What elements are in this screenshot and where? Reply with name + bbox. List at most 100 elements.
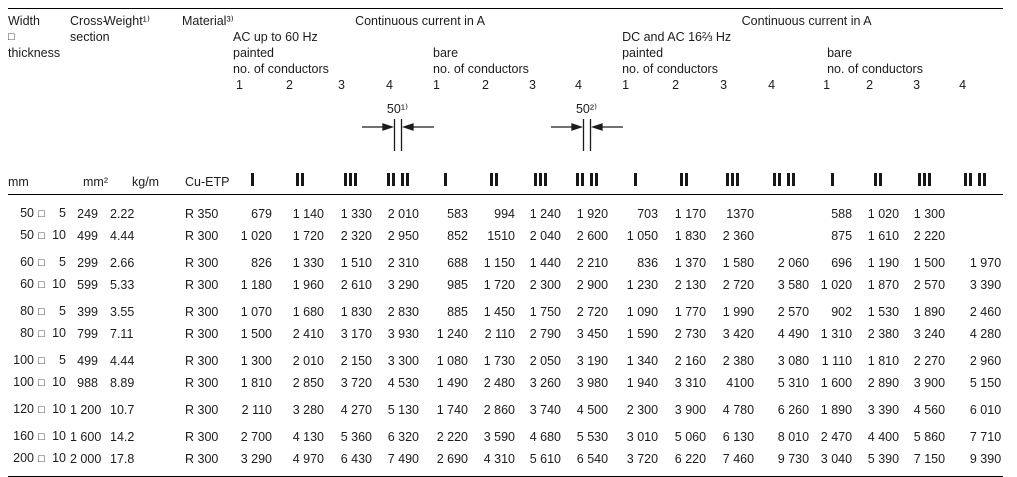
current-cell: 1 810	[867, 353, 900, 368]
conductor-bar	[735, 173, 739, 186]
current-cell: 3 720	[626, 451, 659, 466]
current-cell: 1 720	[483, 277, 515, 292]
conductor-bar	[538, 173, 542, 186]
cross-section-cell: 599	[77, 277, 98, 292]
current-cell: 688	[447, 255, 468, 270]
dc-group-title: Continuous current in A	[741, 14, 872, 28]
current-cell: 1 080	[436, 353, 468, 368]
current-cell: 2 300	[626, 402, 659, 417]
dimension-arrows-icon	[550, 119, 623, 151]
current-cell: 2 570	[913, 277, 946, 292]
weight-cell: 5.33	[110, 277, 135, 292]
current-cell: 1 720	[292, 228, 324, 243]
current-cell: 2 720	[576, 304, 609, 319]
current-cell: 3 740	[529, 402, 561, 417]
conductor-count-cell	[230, 151, 274, 195]
current-cell: 2 860	[483, 402, 515, 417]
table-row: 80 □ 10 799 7.11 R 300 1 500 2 410 3 170 3 930 1 2…	[8, 323, 1003, 345]
current-cell: 1 450	[483, 304, 515, 319]
current-cell: 6 540	[576, 451, 609, 466]
cross-section-cell: 1 200	[70, 402, 102, 417]
unit-mm: mm	[8, 151, 70, 195]
conductors-1-icon	[250, 173, 254, 186]
weight-cell: 3.55	[110, 304, 135, 319]
current-cell: 1 240	[436, 326, 468, 341]
current-cell: 5 150	[969, 375, 1002, 390]
size-cell: 100 □ 5	[8, 350, 70, 372]
current-cell: 4 130	[292, 429, 324, 444]
ac-bare-label: bare	[433, 46, 459, 60]
material-cell: R 350	[185, 206, 219, 221]
current-cell: 1 680	[292, 304, 324, 319]
conductor-bar	[978, 173, 982, 186]
conductors-2-icon	[680, 173, 689, 186]
current-cell: 2 470	[820, 429, 853, 444]
current-cell: 6 010	[969, 402, 1002, 417]
conductor-count-cell	[708, 151, 757, 195]
current-cell: 1 150	[483, 255, 515, 270]
current-cell: 9 730	[777, 451, 810, 466]
times-symbol: □	[38, 404, 45, 416]
col-ac-bare-4: 4	[575, 78, 582, 92]
conductor-count-cell	[947, 151, 1004, 195]
size-cell: 80 □ 5	[8, 301, 70, 323]
current-cell: 3 310	[674, 375, 707, 390]
weight-cell: 14.2	[110, 429, 135, 444]
current-cell: 1 300	[913, 206, 946, 221]
current-cell: 1 500	[240, 326, 272, 341]
conductor-bar	[343, 173, 347, 186]
weight-cell: 8.89	[110, 375, 135, 390]
current-cell: 2 700	[240, 429, 272, 444]
current-cell: 1 180	[240, 277, 272, 292]
current-cell: 1 370	[674, 255, 707, 270]
current-cell: 2 220	[436, 429, 468, 444]
size-cell: 100 □ 10	[8, 372, 70, 394]
conductor-bar	[927, 173, 931, 186]
conductor-bar	[301, 173, 304, 186]
current-cell: 2 720	[722, 277, 755, 292]
times-symbol: □	[38, 355, 45, 367]
conductor-bar	[533, 173, 537, 186]
table-row: 100 □ 10 988 8.89 R 300 1 810 2 850 3 720 4 530 1 …	[8, 372, 1003, 394]
conductor-count-cell	[421, 151, 470, 195]
current-cell: 994	[494, 206, 515, 221]
ac-bare-conductors-label: no. of conductors	[433, 62, 529, 76]
conductor-bar	[730, 173, 734, 186]
unit-row: mm mm² kg/m Cu-ETP	[8, 151, 1004, 195]
conductors-1-icon	[444, 173, 447, 186]
current-cell: 5 530	[576, 429, 609, 444]
current-cell: 5 060	[674, 429, 707, 444]
current-cell: 1 170	[674, 206, 707, 221]
table-row: 100 □ 5 499 4.44 R 300 1 300 2 010 2 150 3 300 1 0…	[8, 350, 1003, 372]
current-cell: 1510	[487, 228, 515, 243]
width-value: 80	[20, 304, 34, 318]
conductor-bar	[543, 173, 547, 186]
gap-annotation-dc: 50²⁾	[550, 93, 623, 151]
header-row-3: painted bare painted bare	[8, 45, 1003, 61]
conductor-bar	[791, 173, 795, 186]
current-cell: 6 320	[387, 429, 419, 444]
current-cell: 3 720	[340, 375, 372, 390]
material-cell: R 300	[185, 228, 219, 243]
unit-kg-per-m: kg/m	[104, 151, 182, 195]
current-cell: 3 010	[626, 429, 659, 444]
conductors-1-icon	[831, 173, 835, 186]
conductors-3-icon	[917, 173, 931, 186]
conductor-bar	[685, 173, 689, 186]
thickness-value: 10	[52, 277, 66, 291]
current-cell: 2 360	[722, 228, 755, 243]
current-cell	[756, 203, 811, 225]
unit-material: Cu-ETP	[182, 151, 230, 195]
material-cell: R 300	[185, 326, 219, 341]
table-row: 80 □ 5 399 3.55 R 300 1 070 1 680 1 830 2 830 885 1…	[8, 301, 1003, 323]
current-cell: 2 570	[777, 304, 810, 319]
conductor-bar	[983, 173, 987, 186]
current-cell: 4 780	[722, 402, 755, 417]
conductor-bar	[680, 173, 684, 186]
material-cell: R 300	[185, 375, 219, 390]
current-cell: 703	[637, 206, 659, 221]
cross-section-header: Cross- section	[70, 14, 110, 44]
weight-cell: 10.7	[110, 402, 135, 417]
current-cell: 2 110	[484, 326, 515, 341]
